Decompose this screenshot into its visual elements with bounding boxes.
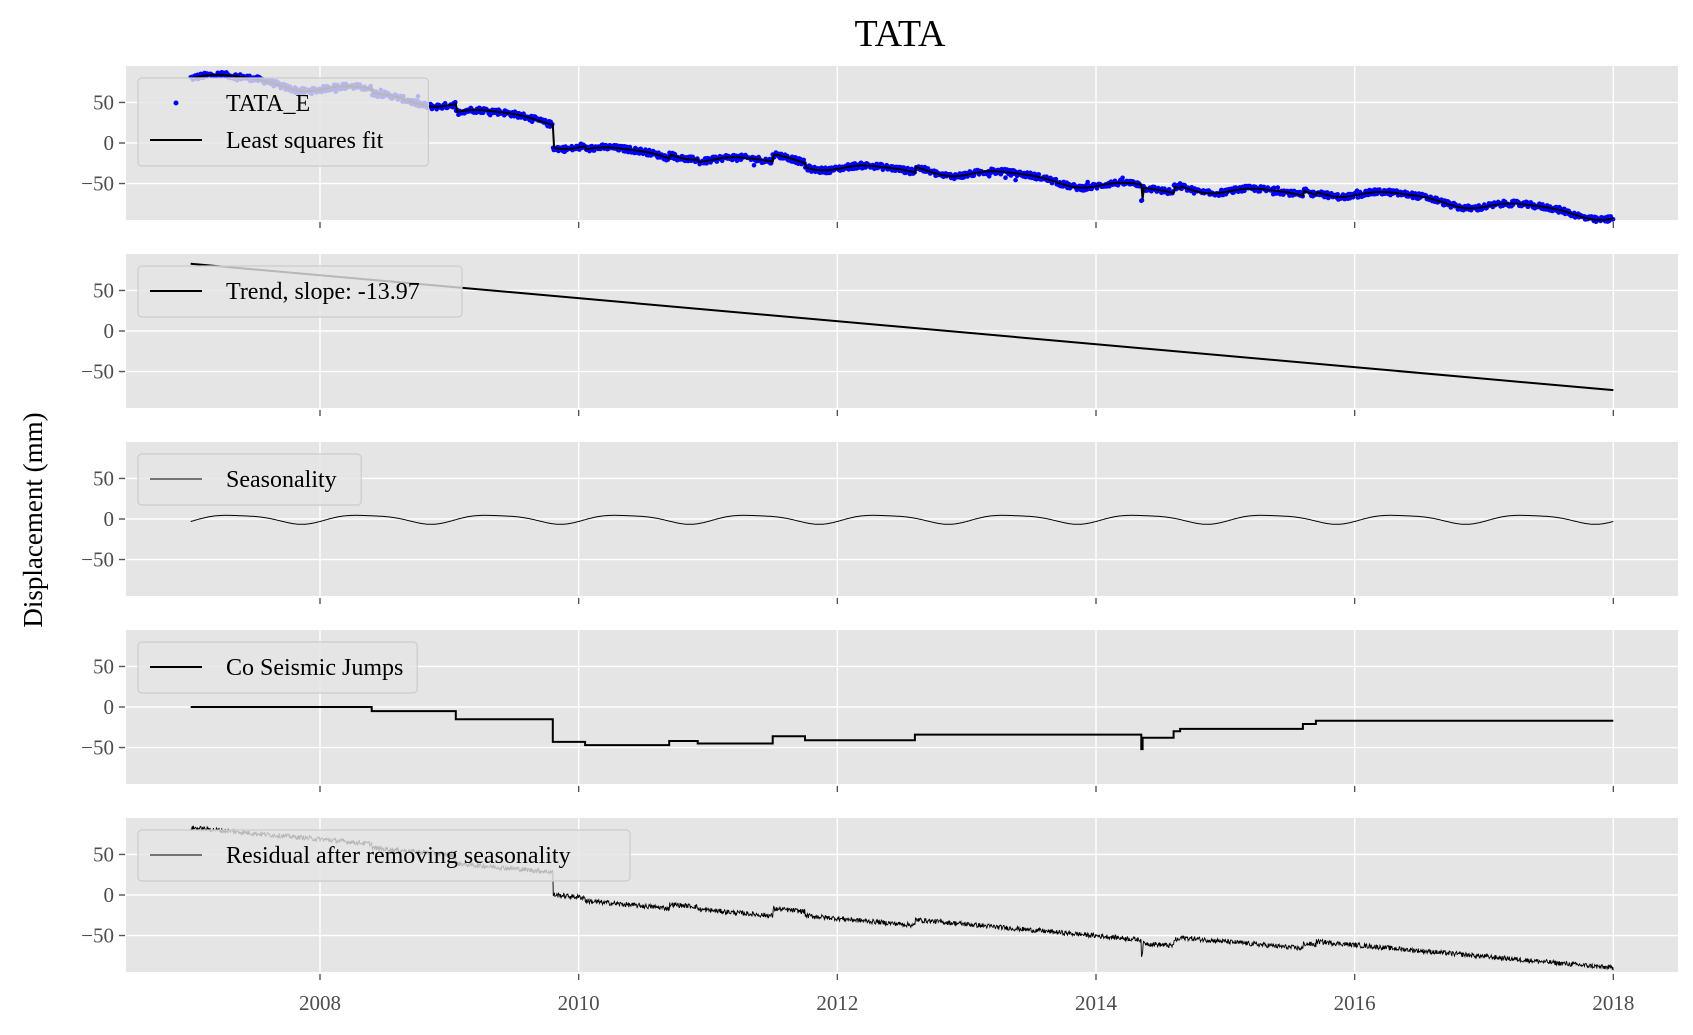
y-tick-label: 50 — [93, 466, 114, 490]
x-tick-label: 2008 — [299, 991, 341, 1015]
series-co-seismic-jumps — [190, 706, 1614, 751]
x-tick-label: 2018 — [1592, 991, 1634, 1015]
panel-trend: 50 0 −50 Trend, slope: -13.97 — [81, 254, 1678, 416]
y-axis-label: Displacement (mm) — [18, 412, 48, 627]
legend-label: Residual after removing seasonality — [226, 843, 571, 869]
y-tick-label: 50 — [93, 654, 114, 678]
panel-seasonality: 50 0 −50 Seasonality — [81, 442, 1678, 604]
data-point — [1036, 172, 1042, 177]
data-point — [1013, 177, 1018, 183]
panel-observed: 50 0 −50 TATA_E Least squares fit — [81, 66, 1678, 228]
y-tick-label: 50 — [93, 842, 114, 866]
y-tick-label: 0 — [104, 883, 115, 907]
series-group — [190, 514, 1614, 525]
y-tick-label: −50 — [81, 924, 114, 948]
y-tick-label: 50 — [93, 278, 114, 302]
legend: TATA_E Least squares fit — [137, 77, 429, 167]
series-seasonality — [190, 514, 1614, 525]
data-point — [1003, 175, 1008, 180]
data-point — [1335, 192, 1340, 197]
legend: Seasonality — [137, 453, 362, 506]
x-tick-label: 2016 — [1334, 991, 1376, 1015]
x-tick-label: 2014 — [1075, 991, 1118, 1015]
panel-jumps: 50 0 −50 Co Seismic Jumps — [81, 630, 1678, 792]
y-tick-label: 0 — [104, 131, 115, 155]
x-tick-label: 2010 — [558, 991, 600, 1015]
series-group — [190, 706, 1614, 751]
data-point — [751, 163, 757, 168]
legend-box — [137, 641, 418, 694]
y-tick-label: −50 — [81, 172, 114, 196]
legend-box — [137, 77, 429, 167]
y-tick-label: −50 — [81, 548, 114, 572]
data-point — [901, 165, 907, 170]
legend-label: Seasonality — [226, 467, 337, 493]
y-tick-label: −50 — [81, 360, 114, 384]
legend-marker-points — [173, 100, 179, 106]
panel-residual: 50 0 −50 Residual after removing seasonalit… — [81, 818, 1678, 1015]
legend-box — [137, 829, 631, 882]
y-tick-label: 0 — [104, 319, 115, 343]
legend-box — [137, 265, 463, 318]
chart-title: TATA — [854, 13, 946, 55]
y-tick-label: 0 — [104, 695, 115, 719]
data-point — [1275, 185, 1281, 190]
y-tick-label: 0 — [104, 507, 115, 531]
legend-label: Least squares fit — [226, 128, 384, 154]
legend: Trend, slope: -13.97 — [137, 265, 463, 318]
data-point — [719, 158, 725, 164]
panels: 50 0 −50 TATA_E Least squares fit 50 0 −50 Trend… — [81, 66, 1678, 1015]
legend: Residual after removing seasonality — [137, 829, 631, 882]
legend: Co Seismic Jumps — [137, 641, 418, 694]
legend-label: Co Seismic Jumps — [226, 655, 403, 681]
x-tick-label: 2012 — [816, 991, 858, 1015]
y-tick-label: −50 — [81, 736, 114, 760]
data-point — [909, 166, 914, 172]
legend-box — [137, 453, 362, 506]
legend-label: Trend, slope: -13.97 — [226, 279, 420, 305]
data-point — [1120, 175, 1125, 181]
legend-label: TATA_E — [226, 91, 310, 117]
y-tick-label: 50 — [93, 90, 114, 114]
